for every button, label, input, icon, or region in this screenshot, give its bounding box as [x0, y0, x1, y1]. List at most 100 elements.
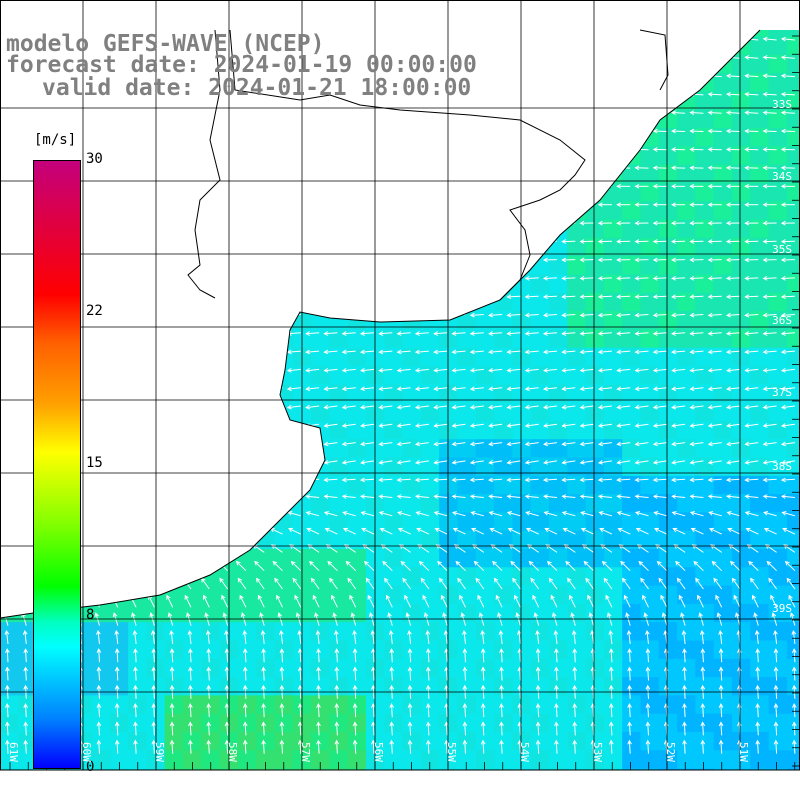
wind-arrow	[707, 239, 722, 244]
wind-arrow	[506, 511, 521, 517]
wind-arrow	[689, 349, 704, 355]
wind-arrow	[414, 404, 429, 410]
wind-arrow	[744, 477, 759, 483]
wind-arrow	[579, 349, 594, 355]
colorbar-unit: [m/s]	[34, 132, 77, 148]
wind-arrow	[535, 648, 541, 663]
coastline	[0, 29, 761, 619]
wind-arrow	[316, 703, 321, 718]
wind-arrow	[292, 577, 302, 590]
wind-arrow	[433, 477, 448, 483]
wind-arrow	[524, 460, 539, 465]
wind-arrow	[389, 648, 395, 663]
wind-arrow	[707, 312, 722, 318]
wind-arrow	[634, 349, 649, 355]
wind-arrow	[762, 257, 777, 263]
wind-arrow	[22, 629, 28, 644]
wind-arrow	[260, 629, 266, 644]
wind-arrow	[433, 367, 448, 373]
wind-arrow	[279, 721, 285, 736]
wind-arrow	[652, 294, 667, 300]
wind-arrow	[480, 703, 486, 718]
wind-arrow	[331, 594, 338, 608]
wind-arrow	[689, 165, 704, 171]
wind-arrow	[744, 202, 759, 208]
wind-arrow	[506, 331, 521, 336]
wind-arrow	[96, 739, 102, 754]
wind-arrow	[323, 349, 338, 355]
wind-arrow	[305, 404, 320, 410]
wind-arrow	[433, 331, 448, 336]
wind-arrow	[360, 367, 375, 373]
wind-arrow	[726, 423, 741, 428]
wind-arrow	[96, 703, 102, 718]
wind-arrow	[726, 460, 741, 465]
wind-arrow	[378, 404, 393, 410]
wind-arrow	[725, 183, 741, 189]
wind-arrow	[561, 312, 576, 318]
wind-arrow	[524, 294, 539, 300]
wind-arrow	[224, 721, 230, 736]
wind-arrow	[652, 165, 667, 171]
wind-arrow	[671, 331, 686, 336]
wind-arrow	[656, 560, 668, 572]
wind-arrow	[414, 367, 429, 373]
wind-arrow	[652, 441, 667, 447]
wind-arrow	[462, 721, 468, 736]
wind-arrow	[488, 404, 503, 410]
wind-arrow	[718, 703, 724, 718]
wind-arrow	[597, 460, 612, 465]
wind-arrow	[718, 648, 724, 663]
wind-arrow	[457, 577, 466, 590]
wind-arrow	[360, 494, 375, 499]
wind-arrow	[305, 331, 320, 336]
wind-arrow	[627, 648, 632, 663]
wind-arrow	[206, 721, 212, 736]
wind-arrow	[279, 703, 285, 718]
wind-arrow	[4, 629, 10, 644]
wind-arrow	[601, 560, 613, 572]
wind-arrow	[345, 560, 357, 572]
wind-arrow	[616, 423, 631, 428]
wind-arrow	[341, 349, 356, 355]
wind-arrow	[671, 257, 686, 263]
wind-arrow	[422, 594, 430, 608]
wind-arrow	[352, 703, 358, 718]
wind-arrow	[323, 367, 338, 373]
wind-arrow	[433, 460, 448, 465]
wind-arrow	[360, 404, 375, 410]
wind-arrow	[452, 527, 466, 535]
wind-arrow	[151, 721, 157, 736]
wind-arrow	[700, 703, 706, 718]
wind-arrow	[652, 331, 667, 336]
wind-arrow	[579, 220, 594, 226]
wind-arrow	[488, 494, 503, 499]
wind-arrow	[554, 721, 559, 736]
wind-arrow	[242, 648, 248, 663]
wind-arrow	[305, 511, 320, 517]
wind-arrow	[762, 460, 777, 465]
wind-arrow	[242, 739, 248, 754]
wind-arrow	[334, 666, 340, 681]
wind-arrow	[597, 386, 612, 392]
wind-arrow	[499, 666, 504, 681]
wind-arrow	[384, 577, 393, 590]
wind-arrow	[535, 739, 541, 754]
wind-arrow	[780, 202, 795, 208]
wind-arrow	[744, 511, 759, 517]
wind-arrow	[132, 629, 138, 644]
wind-arrow	[546, 560, 558, 572]
wind-arrow	[660, 594, 668, 608]
wind-arrow	[378, 331, 393, 336]
wind-arrow	[365, 577, 375, 590]
wind-arrow	[433, 386, 448, 392]
wind-arrow	[671, 404, 686, 410]
wind-arrow	[707, 165, 722, 171]
lat-label: 36S	[772, 314, 792, 327]
wind-arrow	[418, 560, 430, 572]
wind-arrow	[219, 577, 229, 590]
wind-arrow	[469, 331, 484, 336]
wind-arrow	[543, 494, 558, 499]
wind-arrow	[469, 386, 484, 392]
wind-arrow	[755, 666, 761, 681]
